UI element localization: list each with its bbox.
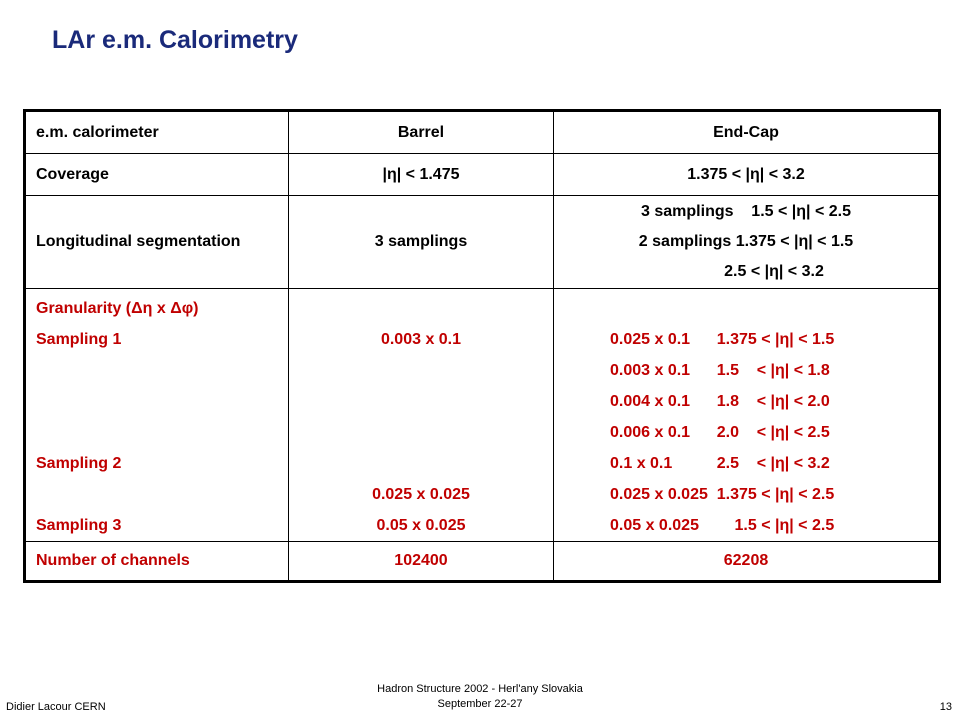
granularity-barrel-value: 0.05 x 0.025 — [376, 516, 466, 534]
sampling-label — [36, 479, 288, 510]
longitudinal-label: Longitudinal segmentation — [36, 233, 241, 250]
sampling-label — [36, 386, 288, 417]
calorimeter-table: e.m. calorimeter Barrel End-Cap Coverage… — [23, 109, 941, 583]
granularity-endcap-line: 0.003 x 0.1 1.5 < |η| < 1.8 — [610, 361, 830, 379]
table-header-row: e.m. calorimeter Barrel End-Cap — [24, 110, 940, 154]
coverage-endcap: 1.375 < |η| < 3.2 — [553, 153, 940, 196]
granularity-endcap-line: 0.025 x 0.025 1.375 < |η| < 2.5 — [610, 485, 835, 503]
granularity-endcap-line: 0.004 x 0.1 1.8 < |η| < 2.0 — [610, 392, 830, 410]
granularity-barrel-value: 0.003 x 0.1 — [380, 330, 462, 348]
granularity-endcap: 0.025 x 0.1 1.375 < |η| < 1.5 0.003 x 0.… — [553, 288, 940, 542]
page-number: 13 — [939, 701, 952, 713]
channels-endcap: 62208 — [553, 541, 940, 582]
table-row-longitudinal: Longitudinal segmentation 3 samplings 3 … — [24, 195, 940, 289]
channels-label: Number of channels — [24, 541, 289, 582]
longitudinal-endcap: 3 samplings 1.5 < |η| < 2.5 2 samplings … — [553, 195, 940, 289]
longitudinal-endcap-line: 2 samplings 1.375 < |η| < 1.5 — [638, 233, 854, 250]
granularity-barrel-value — [289, 448, 553, 479]
coverage-label: Coverage — [24, 153, 289, 196]
sampling-label — [36, 355, 288, 386]
granularity-barrel-value: 0.025 x 0.025 — [372, 485, 470, 503]
longitudinal-endcap-line: 2.5 < |η| < 3.2 — [724, 263, 824, 280]
granularity-endcap-line: 0.025 x 0.1 1.375 < |η| < 1.5 — [610, 330, 835, 348]
header-barrel: Barrel — [288, 110, 554, 154]
granularity-barrel-value — [289, 417, 553, 448]
sampling-label: Sampling 3 — [36, 516, 122, 534]
coverage-barrel: |η| < 1.475 — [288, 153, 554, 196]
footer-author: Didier Lacour CERN — [6, 701, 106, 713]
granularity-endcap-line: 0.05 x 0.025 1.5 < |η| < 2.5 — [610, 516, 835, 534]
table-row-channels: Number of channels 102400 62208 — [24, 541, 940, 582]
header-calorimeter: e.m. calorimeter — [24, 110, 289, 154]
granularity-label-cell: Granularity (Δη x Δφ) Sampling 1 Samplin… — [24, 288, 289, 542]
footer-conference-title: Hadron Structure 2002 - Herl'any Slovaki… — [377, 683, 583, 695]
footer-conference: Hadron Structure 2002 - Herl'any Slovaki… — [0, 682, 960, 712]
granularity-endcap-line: 0.006 x 0.1 2.0 < |η| < 2.5 — [610, 423, 830, 441]
longitudinal-endcap-line: 3 samplings 1.5 < |η| < 2.5 — [641, 203, 851, 220]
granularity-barrel: 0.003 x 0.1 0.025 x 0.025 0.05 x 0.025 — [288, 288, 554, 542]
sampling-label: Sampling 2 — [36, 454, 122, 472]
granularity-endcap-line: 0.1 x 0.1 2.5 < |η| < 3.2 — [610, 454, 830, 472]
longitudinal-barrel: 3 samplings — [288, 195, 554, 289]
footer-conference-dates: September 22-27 — [437, 698, 523, 710]
longitudinal-label-cell: Longitudinal segmentation — [24, 195, 289, 289]
table-row-granularity: Granularity (Δη x Δφ) Sampling 1 Samplin… — [24, 288, 940, 542]
channels-barrel: 102400 — [288, 541, 554, 582]
header-endcap: End-Cap — [553, 110, 940, 154]
sampling-label: Sampling 1 — [36, 330, 122, 348]
granularity-barrel-value — [289, 386, 553, 417]
sampling-label — [36, 417, 288, 448]
slide-title: LAr e.m. Calorimetry — [52, 26, 298, 54]
granularity-barrel-value — [289, 355, 553, 386]
table-row-coverage: Coverage |η| < 1.475 1.375 < |η| < 3.2 — [24, 153, 940, 196]
granularity-label: Granularity (Δη x Δφ) — [36, 299, 199, 317]
